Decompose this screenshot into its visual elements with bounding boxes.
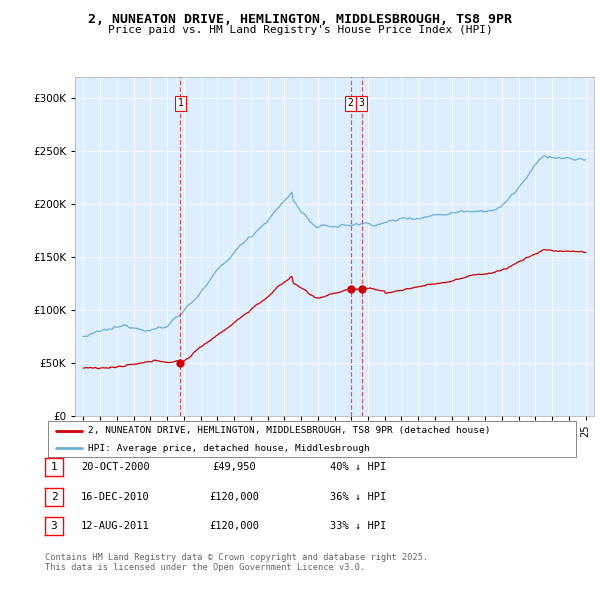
Text: 40% ↓ HPI: 40% ↓ HPI xyxy=(330,463,386,472)
Text: 2, NUNEATON DRIVE, HEMLINGTON, MIDDLESBROUGH, TS8 9PR (detached house): 2, NUNEATON DRIVE, HEMLINGTON, MIDDLESBR… xyxy=(88,427,490,435)
Text: 16-DEC-2010: 16-DEC-2010 xyxy=(81,492,150,502)
Text: 2, NUNEATON DRIVE, HEMLINGTON, MIDDLESBROUGH, TS8 9PR: 2, NUNEATON DRIVE, HEMLINGTON, MIDDLESBR… xyxy=(88,13,512,26)
Text: This data is licensed under the Open Government Licence v3.0.: This data is licensed under the Open Gov… xyxy=(45,563,365,572)
Text: 33% ↓ HPI: 33% ↓ HPI xyxy=(330,522,386,531)
Text: Contains HM Land Registry data © Crown copyright and database right 2025.: Contains HM Land Registry data © Crown c… xyxy=(45,553,428,562)
Text: 2: 2 xyxy=(347,98,353,108)
Text: 3: 3 xyxy=(50,522,58,531)
Text: HPI: Average price, detached house, Middlesbrough: HPI: Average price, detached house, Midd… xyxy=(88,444,370,453)
Text: £120,000: £120,000 xyxy=(209,522,259,531)
Text: 1: 1 xyxy=(178,98,184,108)
Text: 2: 2 xyxy=(50,492,58,502)
Text: 20-OCT-2000: 20-OCT-2000 xyxy=(81,463,150,472)
Text: 36% ↓ HPI: 36% ↓ HPI xyxy=(330,492,386,502)
Text: Price paid vs. HM Land Registry's House Price Index (HPI): Price paid vs. HM Land Registry's House … xyxy=(107,25,493,35)
Text: 12-AUG-2011: 12-AUG-2011 xyxy=(81,522,150,531)
Text: £49,950: £49,950 xyxy=(212,463,256,472)
Text: 1: 1 xyxy=(50,463,58,472)
Text: £120,000: £120,000 xyxy=(209,492,259,502)
Text: 3: 3 xyxy=(359,98,365,108)
